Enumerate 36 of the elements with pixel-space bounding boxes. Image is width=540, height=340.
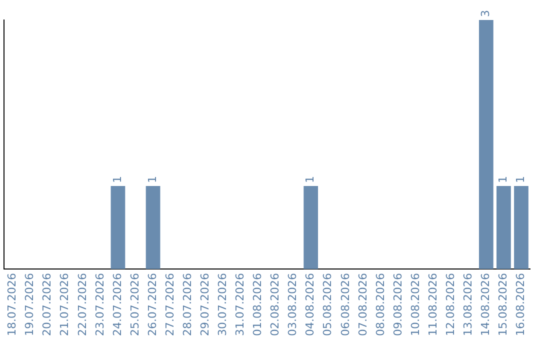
x-tick-label: 13.08.2026 xyxy=(461,273,474,336)
x-tick-label: 24.07.2026 xyxy=(110,273,124,336)
x-tick-label: 26.07.2026 xyxy=(146,273,159,336)
x-tick-label: 09.08.2026 xyxy=(391,273,404,336)
x-tick-label: 04.08.2026 xyxy=(304,273,317,336)
x-tick-label: 23.07.2026 xyxy=(93,273,106,336)
x-tick-label: 21.07.2026 xyxy=(58,273,72,336)
data-label: 1 xyxy=(514,176,528,184)
x-tick-label: 05.08.2026 xyxy=(321,273,334,336)
x-tick-label: 02.08.2026 xyxy=(268,273,282,336)
x-tick-label: 19.07.2026 xyxy=(23,273,36,336)
x-tick-label: 18.07.2026 xyxy=(6,273,19,336)
data-label: 1 xyxy=(304,176,317,184)
x-tick-label: 15.08.2026 xyxy=(496,273,510,336)
x-tick-label: 10.08.2026 xyxy=(408,273,422,336)
data-label: 1 xyxy=(496,176,510,184)
x-tick-label: 07.08.2026 xyxy=(356,273,370,336)
x-tick-label: 20.07.2026 xyxy=(40,273,54,336)
x-tick-label: 12.08.2026 xyxy=(444,273,457,336)
x-tick-label: 01.08.2026 xyxy=(251,273,264,336)
x-tick-label: 03.08.2026 xyxy=(286,273,300,336)
x-tick-label: 25.07.2026 xyxy=(128,273,142,336)
data-label: 3 xyxy=(479,10,492,17)
x-tick-label: 27.07.2026 xyxy=(163,273,176,336)
x-tick-label: 08.08.2026 xyxy=(374,273,387,336)
x-tick-label: 14.08.2026 xyxy=(479,273,492,336)
data-label: 1 xyxy=(146,176,159,184)
x-tick-label: 28.07.2026 xyxy=(180,273,194,336)
x-tick-label: 29.07.2026 xyxy=(198,273,212,336)
data-label: 1 xyxy=(110,176,124,184)
x-tick-label: 22.07.2026 xyxy=(76,273,89,336)
x-tick-label: 16.08.2026 xyxy=(514,273,528,336)
x-tick-label: 11.08.2026 xyxy=(426,273,440,336)
x-tick-label: 06.08.2026 xyxy=(338,273,352,336)
x-tick-label: 31.07.2026 xyxy=(234,273,247,336)
x-tick-label: 30.07.2026 xyxy=(216,273,230,336)
